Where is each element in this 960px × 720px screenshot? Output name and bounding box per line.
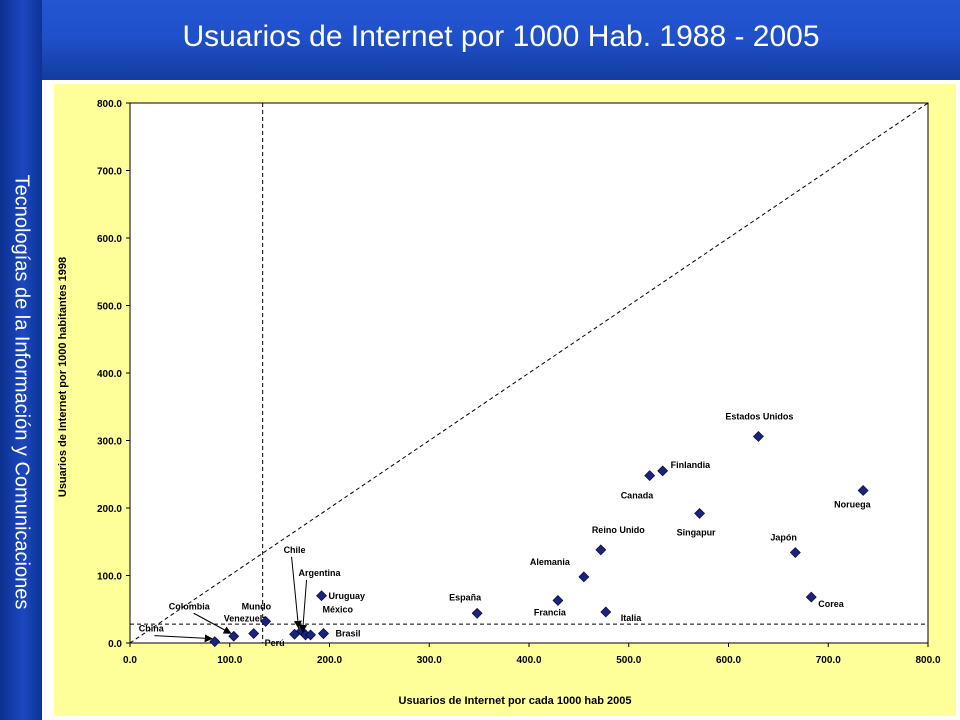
data-point-label: Mundo [242, 601, 272, 611]
y-tick-label: 100.0 [97, 572, 122, 583]
data-point-marker [578, 571, 590, 583]
scatter-chart: 0.0 100.0 200.0 300.0 400.0 500.0 600.0 700.0 80… [57, 99, 941, 707]
x-tick-label: 200.0 [317, 655, 342, 666]
chart-title: Usuarios de Internet por 1000 Hab. 1988 … [182, 20, 820, 53]
y-tick-label: 500.0 [97, 302, 122, 313]
data-point-marker [318, 628, 329, 639]
data-point-label: Perú [265, 638, 285, 648]
x-axis-title: Usuarios de Internet por cada 1000 hab 2… [399, 695, 632, 707]
y-tick-label: 400.0 [97, 369, 122, 380]
data-point-marker [753, 431, 764, 442]
data-point-label: China [139, 624, 165, 634]
data-point-marker [471, 607, 483, 619]
y-tick-label: 0.0 [108, 639, 122, 650]
x-tick-label: 500.0 [616, 655, 641, 666]
x-tick-label: 800.0 [915, 655, 940, 666]
data-point-marker [694, 507, 705, 519]
data-point-marker [316, 590, 327, 602]
data-point-label: Uruguay [329, 591, 366, 601]
y-tick-label: 200.0 [97, 504, 122, 515]
data-point-label: Canada [621, 491, 655, 501]
data-point-label: Noruega [834, 499, 872, 509]
data-point-marker [248, 628, 260, 639]
y-axis-title: Usuarios de Internet por 1000 habitantes… [57, 257, 69, 497]
data-point-label: Alemania [530, 557, 571, 567]
data-point-label: Japón [770, 533, 797, 543]
data-point-label: Finlandia [671, 460, 711, 470]
data-point-label: Estados Unidos [725, 411, 793, 421]
x-tick-label: 600.0 [716, 655, 741, 666]
y-tick-label: 800.0 [97, 99, 122, 110]
data-point-label: México [323, 605, 354, 615]
x-tick-label: 100.0 [217, 655, 242, 666]
data-point-label: Italia [621, 613, 643, 623]
data-point-label: Singapur [677, 527, 716, 537]
x-tick-label: 300.0 [417, 655, 442, 666]
y-tick-label: 600.0 [97, 234, 122, 245]
data-point-label: Argentina [299, 568, 342, 578]
chart-area: 0.0 100.0 200.0 300.0 400.0 500.0 600.0 700.0 80… [54, 84, 956, 716]
data-point-label: Venezuela [224, 614, 269, 624]
data-point-label: España [449, 592, 482, 602]
data-point-marker [657, 465, 669, 477]
data-point-marker [595, 544, 607, 556]
data-point-marker [552, 595, 564, 606]
label-arrow [299, 579, 308, 633]
data-point-marker [260, 615, 272, 627]
data-point-marker [305, 629, 316, 641]
x-tick-label: 400.0 [516, 655, 541, 666]
data-point-marker [857, 485, 869, 496]
x-tick-label: 700.0 [816, 655, 841, 666]
data-point-label: Corea [818, 599, 845, 609]
label-arrow [154, 634, 213, 643]
data-point-label: Chile [284, 545, 306, 555]
data-point-label: Colombia [169, 601, 211, 611]
header-bar: Usuarios de Internet por 1000 Hab. 1988 … [42, 0, 960, 80]
data-point-marker [644, 470, 656, 482]
data-point-label: Brasil [336, 629, 361, 639]
label-arrow [193, 612, 232, 634]
y-tick-label: 300.0 [97, 437, 122, 448]
data-point-label: Francia [534, 607, 567, 617]
data-point-marker [600, 606, 612, 618]
data-point-label: Reino Unido [592, 525, 645, 535]
sidebar-title: Tecnologías de la Información y Comunica… [10, 174, 33, 610]
y-tick-label: 700.0 [97, 167, 122, 178]
data-point-marker [805, 591, 817, 603]
x-tick-label: 0.0 [123, 655, 137, 666]
data-point-marker [228, 630, 240, 642]
label-arrow [291, 556, 302, 629]
data-point-marker [789, 547, 801, 558]
sidebar: Tecnologías de la Información y Comunica… [0, 0, 42, 720]
